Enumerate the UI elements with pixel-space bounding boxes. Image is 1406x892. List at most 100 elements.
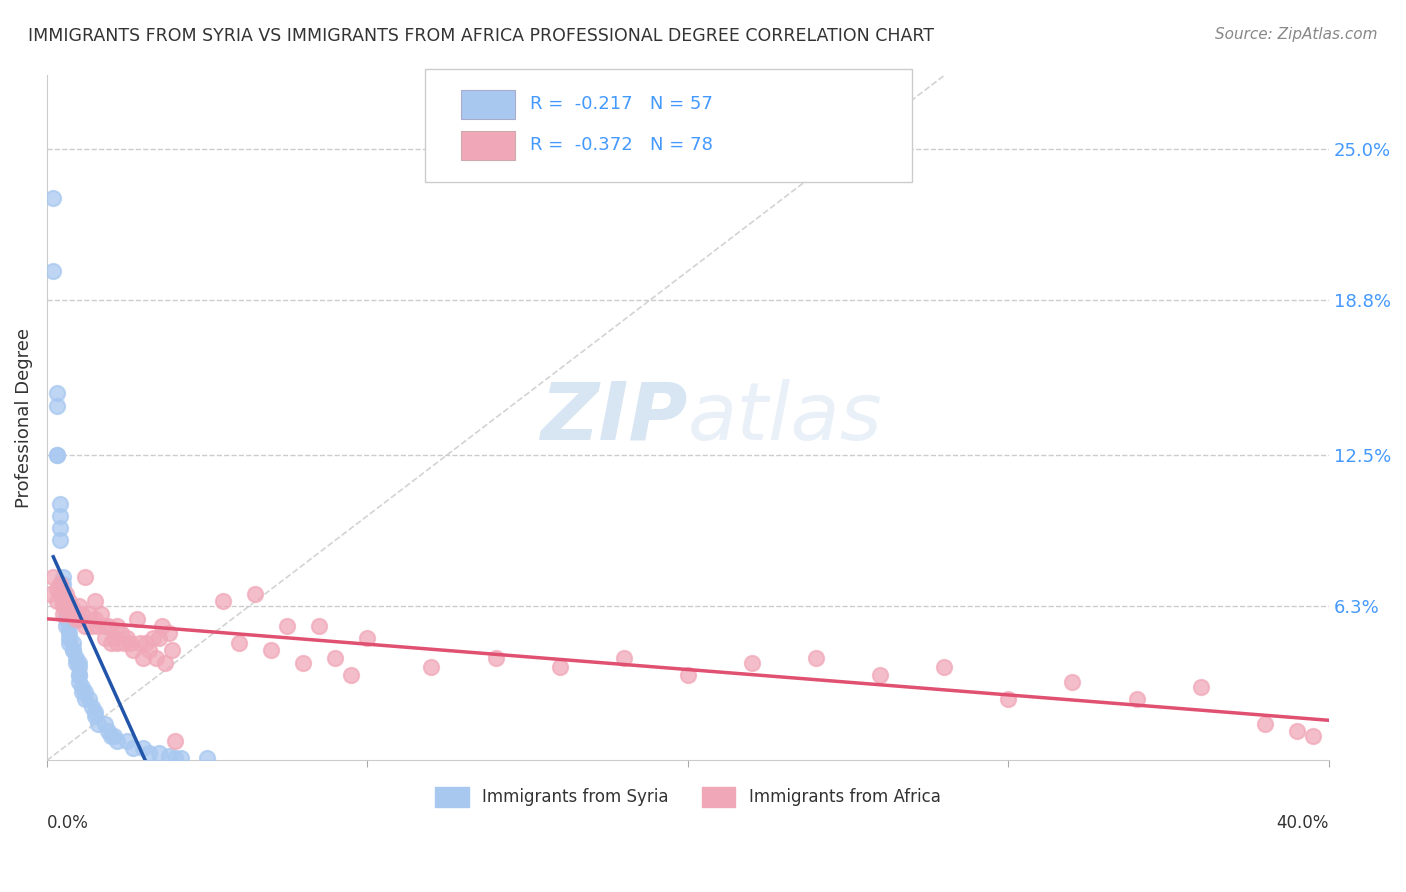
Point [148, 746, 170, 760]
Point [48, 521, 70, 535]
Point [228, 636, 250, 650]
Point [52, 577, 75, 591]
Point [128, 636, 150, 650]
Point [148, 631, 170, 645]
Point [308, 619, 330, 633]
Point [84, 594, 107, 608]
Point [93, 631, 115, 645]
Point [75, 692, 97, 706]
Point [741, 656, 763, 670]
Point [100, 636, 122, 650]
Point [157, 748, 180, 763]
Text: ZIP: ZIP [540, 379, 688, 457]
Point [105, 619, 128, 633]
Point [90, 607, 112, 621]
Point [58, 636, 80, 650]
Text: 0.0%: 0.0% [46, 814, 89, 832]
Point [39, 587, 62, 601]
Point [195, 751, 218, 765]
Point [55, 611, 77, 625]
Point [84, 705, 107, 719]
Y-axis label: Professional Degree: Professional Degree [15, 328, 32, 508]
Point [135, 636, 157, 650]
Point [67, 599, 90, 614]
Point [869, 668, 891, 682]
Point [165, 734, 187, 748]
Point [67, 675, 90, 690]
Point [100, 729, 122, 743]
Point [155, 656, 177, 670]
Point [55, 601, 77, 615]
Point [93, 716, 115, 731]
Point [613, 650, 636, 665]
Point [62, 643, 84, 657]
Point [55, 587, 77, 601]
FancyBboxPatch shape [425, 69, 912, 182]
Point [52, 570, 75, 584]
Point [48, 577, 70, 591]
Point [65, 656, 87, 670]
Point [58, 626, 80, 640]
Point [122, 643, 145, 657]
Point [105, 734, 128, 748]
Point [934, 660, 956, 674]
Point [42, 191, 65, 205]
Point [138, 643, 160, 657]
Point [1125, 692, 1147, 706]
Point [212, 594, 235, 608]
Point [1285, 724, 1308, 739]
Point [67, 656, 90, 670]
Point [48, 497, 70, 511]
Point [142, 631, 165, 645]
Point [58, 619, 80, 633]
Point [105, 636, 128, 650]
Point [65, 611, 87, 625]
Point [52, 587, 75, 601]
Point [52, 599, 75, 614]
Text: R =  -0.217   N = 57: R = -0.217 N = 57 [530, 95, 713, 113]
Point [87, 619, 110, 633]
Point [84, 709, 107, 723]
Point [77, 607, 100, 621]
Point [115, 631, 138, 645]
Point [112, 636, 135, 650]
Point [122, 741, 145, 756]
Point [70, 685, 93, 699]
Point [356, 631, 378, 645]
Point [62, 636, 84, 650]
Point [1189, 680, 1212, 694]
Point [115, 734, 138, 748]
Point [45, 386, 67, 401]
Legend: Immigrants from Syria, Immigrants from Africa: Immigrants from Syria, Immigrants from A… [429, 780, 948, 814]
Point [70, 680, 93, 694]
Point [103, 729, 125, 743]
Point [70, 607, 93, 621]
Point [138, 746, 160, 760]
Text: atlas: atlas [688, 379, 883, 457]
Point [80, 699, 103, 714]
Point [62, 643, 84, 657]
Point [484, 650, 506, 665]
Text: Source: ZipAtlas.com: Source: ZipAtlas.com [1215, 27, 1378, 42]
Point [325, 650, 347, 665]
Point [1254, 716, 1277, 731]
Point [120, 636, 142, 650]
Point [132, 650, 155, 665]
Point [676, 668, 699, 682]
Bar [461, 90, 515, 119]
Point [87, 716, 110, 731]
Point [77, 692, 100, 706]
Point [97, 619, 120, 633]
Point [75, 685, 97, 699]
Point [62, 601, 84, 615]
Point [67, 660, 90, 674]
Point [67, 668, 90, 682]
Point [65, 650, 87, 665]
Point [1302, 729, 1324, 743]
Point [55, 594, 77, 608]
Point [1062, 675, 1084, 690]
Point [292, 656, 315, 670]
Point [67, 668, 90, 682]
Point [276, 619, 298, 633]
Point [145, 650, 167, 665]
